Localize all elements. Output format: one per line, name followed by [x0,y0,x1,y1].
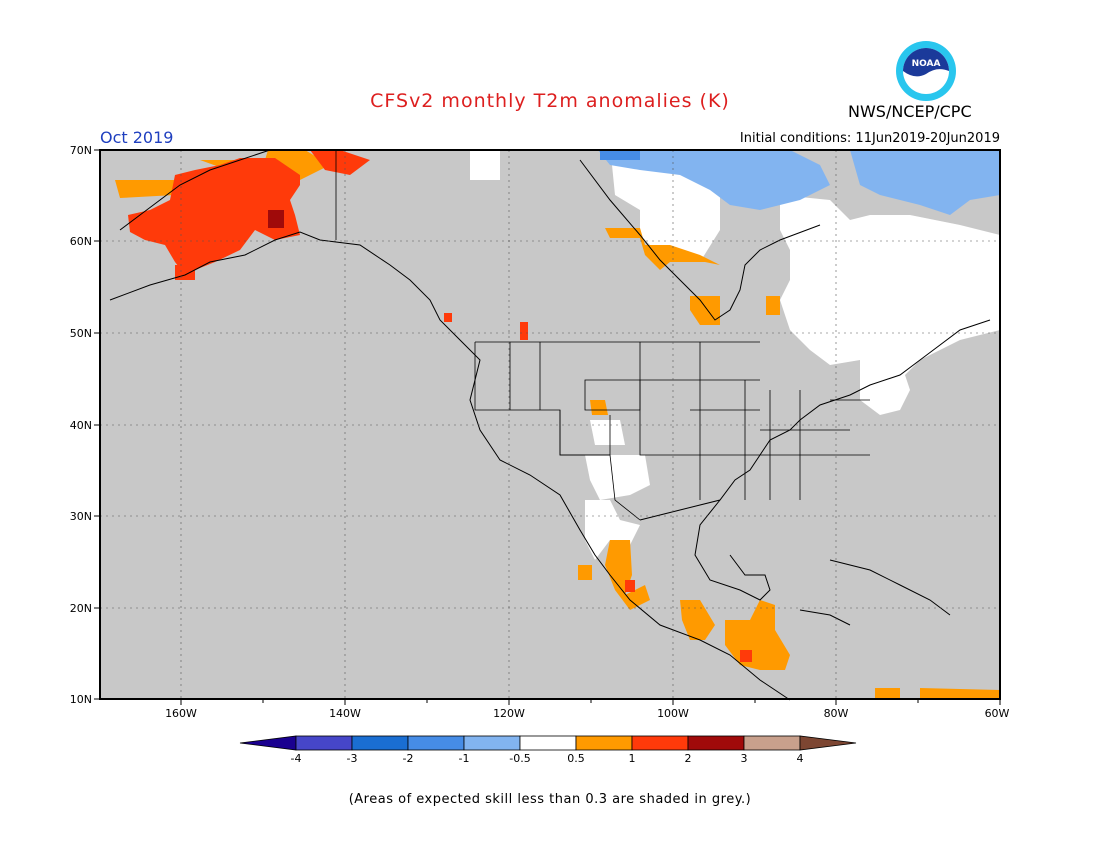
colorbar-cell [743,735,801,751]
colorbar-cell [351,735,409,751]
lon-label-80w: 80W [824,707,849,720]
axis-ticks [94,149,1001,705]
colorbar-cell [799,735,857,751]
colorbar-label: 2 [685,752,692,765]
logo-text: NOAA [912,59,941,69]
colorbar-label: 3 [741,752,748,765]
skill-footnote: (Areas of expected skill less than 0.3 a… [348,792,752,807]
colorbar-labels: -4 -3 -2 -1 -0.5 0.5 1 2 3 4 [291,752,804,765]
colorbar [239,735,857,751]
agency-label: NWS/NCEP/CPC [848,102,972,121]
lon-label-140w: 140W [329,707,361,720]
colorbar-label: -2 [403,752,414,765]
lat-label-70: 70N [70,144,92,157]
colorbar-label: -0.5 [509,752,530,765]
lat-label-40: 40N [70,419,92,432]
lat-label-50: 50N [70,327,92,340]
cold-anomaly-areas [598,150,1000,215]
lon-label-120w: 120W [493,707,525,720]
colorbar-label: -3 [347,752,358,765]
lon-label-60w: 60W [985,707,1010,720]
colorbar-label: 1 [629,752,636,765]
lon-label-100w: 100W [657,707,689,720]
lat-label-30: 30N [70,510,92,523]
colorbar-cell [407,735,465,751]
colorbar-cell [575,735,633,751]
page-title: CFSv2 monthly T2m anomalies (K) [370,90,730,112]
colorbar-label: -4 [291,752,302,765]
skill-white-areas [470,150,1000,560]
colorbar-label: -1 [459,752,470,765]
lon-label-160w: 160W [165,707,197,720]
political-boundaries [335,150,870,521]
dark-red-anomaly [268,210,284,228]
colorbar-cell [463,735,521,751]
gridlines [100,150,1000,699]
noaa-logo: NOAA [896,41,956,101]
colorbar-label: 0.5 [567,752,585,765]
colorbar-cell [295,735,353,751]
colorbar-label: 4 [797,752,804,765]
initial-conditions: Initial conditions: 11Jun2019-20Jun2019 [739,131,1000,146]
lat-label-10: 10N [70,693,92,706]
valid-month: Oct 2019 [100,128,174,147]
colorbar-cell [239,735,297,751]
lat-label-60: 60N [70,235,92,248]
colorbar-cell [631,735,689,751]
colorbar-cell [519,735,577,751]
colorbar-cell [687,735,745,751]
lat-label-20: 20N [70,602,92,615]
